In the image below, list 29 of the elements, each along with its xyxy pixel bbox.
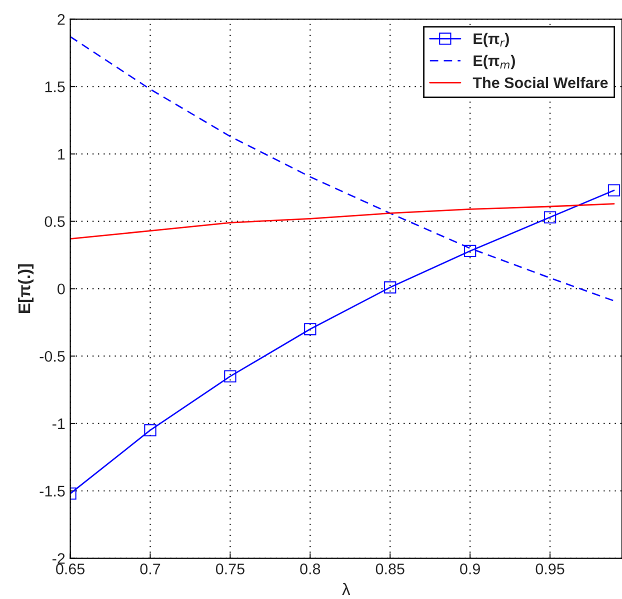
point	[304, 323, 316, 336]
x-tick-label: 0.65	[56, 564, 85, 574]
x-tick-label: 0.7	[140, 564, 160, 574]
y-tick-label: 1.5	[45, 82, 65, 92]
point	[608, 184, 620, 196]
point	[224, 370, 236, 382]
y-tick-label: -0.5	[40, 350, 65, 362]
y-tick-label: 0	[58, 284, 65, 294]
point	[384, 281, 396, 294]
x-tick-label: 0.8	[300, 564, 320, 574]
legend-label: E(π$_{r}$)	[474, 32, 509, 48]
y-tick-label: 2	[58, 14, 65, 25]
legend-label: E(π$_{m}$)	[474, 54, 515, 70]
x-tick-label: 0.75	[216, 564, 244, 574]
point	[544, 211, 556, 224]
y-tick-label: -1.5	[40, 486, 65, 497]
x-tick-label: 0.85	[376, 564, 404, 574]
y-axis-title: E[π(.)]	[18, 264, 34, 313]
line-series	[70, 203, 615, 240]
y-tick-label: -2	[52, 553, 65, 564]
point	[144, 424, 156, 436]
y-tick-label: -1	[52, 418, 65, 430]
point	[464, 244, 476, 258]
x-tick-label: 0.9	[460, 564, 480, 574]
y-tick-label: 1	[58, 148, 65, 160]
x-axis-title: λ	[342, 582, 350, 596]
y-tick-label: 0.5	[44, 216, 65, 228]
legend-label: The Social Welfare	[472, 76, 608, 88]
x-tick-label: 0.95	[536, 564, 564, 574]
